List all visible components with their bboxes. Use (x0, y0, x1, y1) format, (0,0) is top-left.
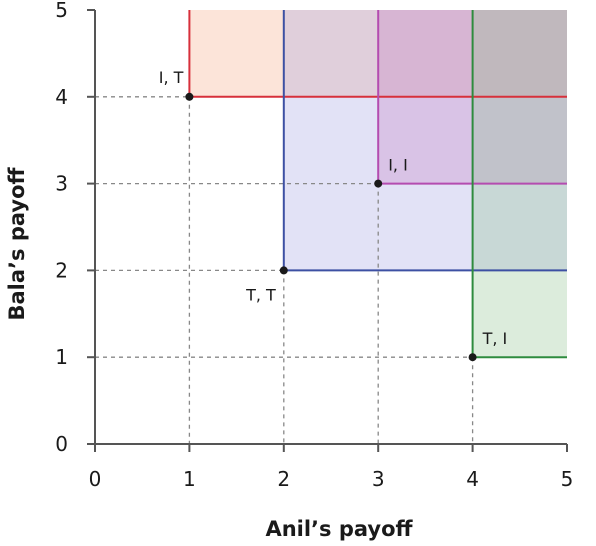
point-label-i-i: I, I (388, 156, 408, 175)
y-tick-label-5: 5 (55, 0, 68, 22)
x-tick-label-2: 2 (277, 467, 290, 491)
regions-layer (189, 10, 567, 358)
x-tick-label-5: 5 (561, 467, 574, 491)
x-tick-label-3: 3 (372, 467, 385, 491)
y-tick-label-0: 0 (55, 432, 68, 456)
x-tick-label-0: 0 (89, 467, 102, 491)
region-boundaries (188, 10, 567, 359)
y-tick-label-2: 2 (55, 258, 68, 282)
points-layer: I, T I, I T, T T, I (159, 68, 508, 362)
y-tick-label-3: 3 (55, 172, 68, 196)
point-i-i (374, 179, 383, 188)
x-tick-label-4: 4 (466, 467, 479, 491)
point-label-t-i: T, I (482, 329, 508, 348)
region-t-t (283, 10, 567, 271)
dashed-guides (95, 96, 474, 444)
axes: 0 1 2 3 4 5 0 1 2 3 4 5 (55, 0, 573, 491)
point-t-i (468, 353, 477, 362)
x-axis-title: Anil’s payoff (265, 517, 413, 541)
y-axis-title: Bala’s payoff (5, 167, 29, 321)
y-tick-label-1: 1 (55, 345, 68, 369)
y-tick-label-4: 4 (55, 85, 68, 109)
point-label-t-t: T, T (245, 285, 276, 304)
point-t-t (279, 266, 288, 275)
point-i-t (185, 92, 194, 101)
point-label-i-t: I, T (159, 68, 184, 87)
x-tick-label-1: 1 (183, 467, 196, 491)
